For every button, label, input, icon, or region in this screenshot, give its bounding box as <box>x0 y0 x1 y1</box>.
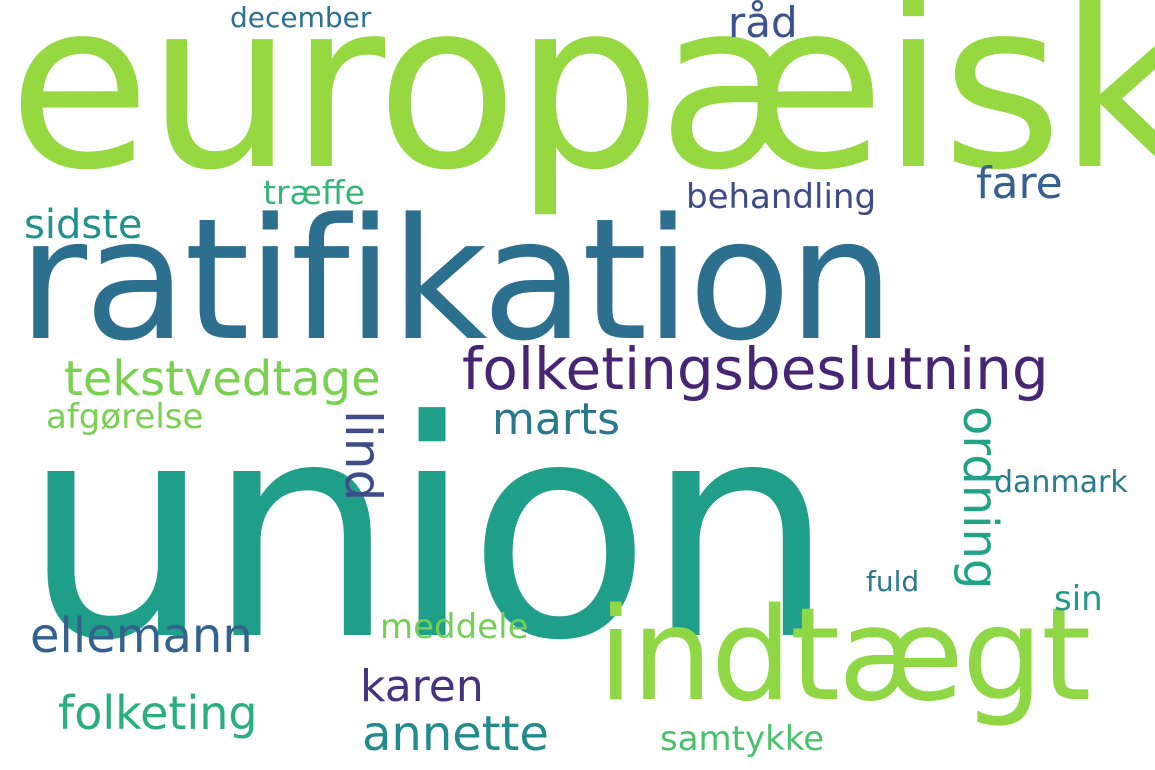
word-behandling: behandling <box>686 177 877 217</box>
word-folketingsbeslutning: folketingsbeslutning <box>462 335 1049 403</box>
word-lind: lind <box>334 410 392 502</box>
word-danmark: danmark <box>994 465 1128 500</box>
word-fuld: fuld <box>866 565 920 598</box>
word-sidste: sidste <box>24 202 143 248</box>
word-indtaegt: indtægt <box>598 581 1091 730</box>
word-fare: fare <box>976 158 1063 209</box>
word-afgoerelse: afgørelse <box>46 397 204 437</box>
word-folketing: folketing <box>58 686 258 740</box>
word-ratifikation: ratifikation <box>18 182 894 378</box>
word-marts: marts <box>492 394 621 445</box>
word-karen: karen <box>360 661 484 712</box>
word-union: union <box>22 357 835 706</box>
word-tekstvedtage: tekstvedtage <box>64 351 381 407</box>
word-ellemann: ellemann <box>30 608 253 664</box>
word-meddele: meddele <box>380 607 529 647</box>
word-ordning: ordning <box>952 406 1008 590</box>
word-raad: råd <box>728 0 798 47</box>
word-traeffe: træffe <box>263 173 365 212</box>
word-europaeisk: europæisk <box>8 0 1155 221</box>
word-samtykke: samtykke <box>660 719 825 759</box>
word-sin: sin <box>1054 579 1103 619</box>
word-annette: annette <box>362 706 549 762</box>
word-december: december <box>230 1 372 34</box>
